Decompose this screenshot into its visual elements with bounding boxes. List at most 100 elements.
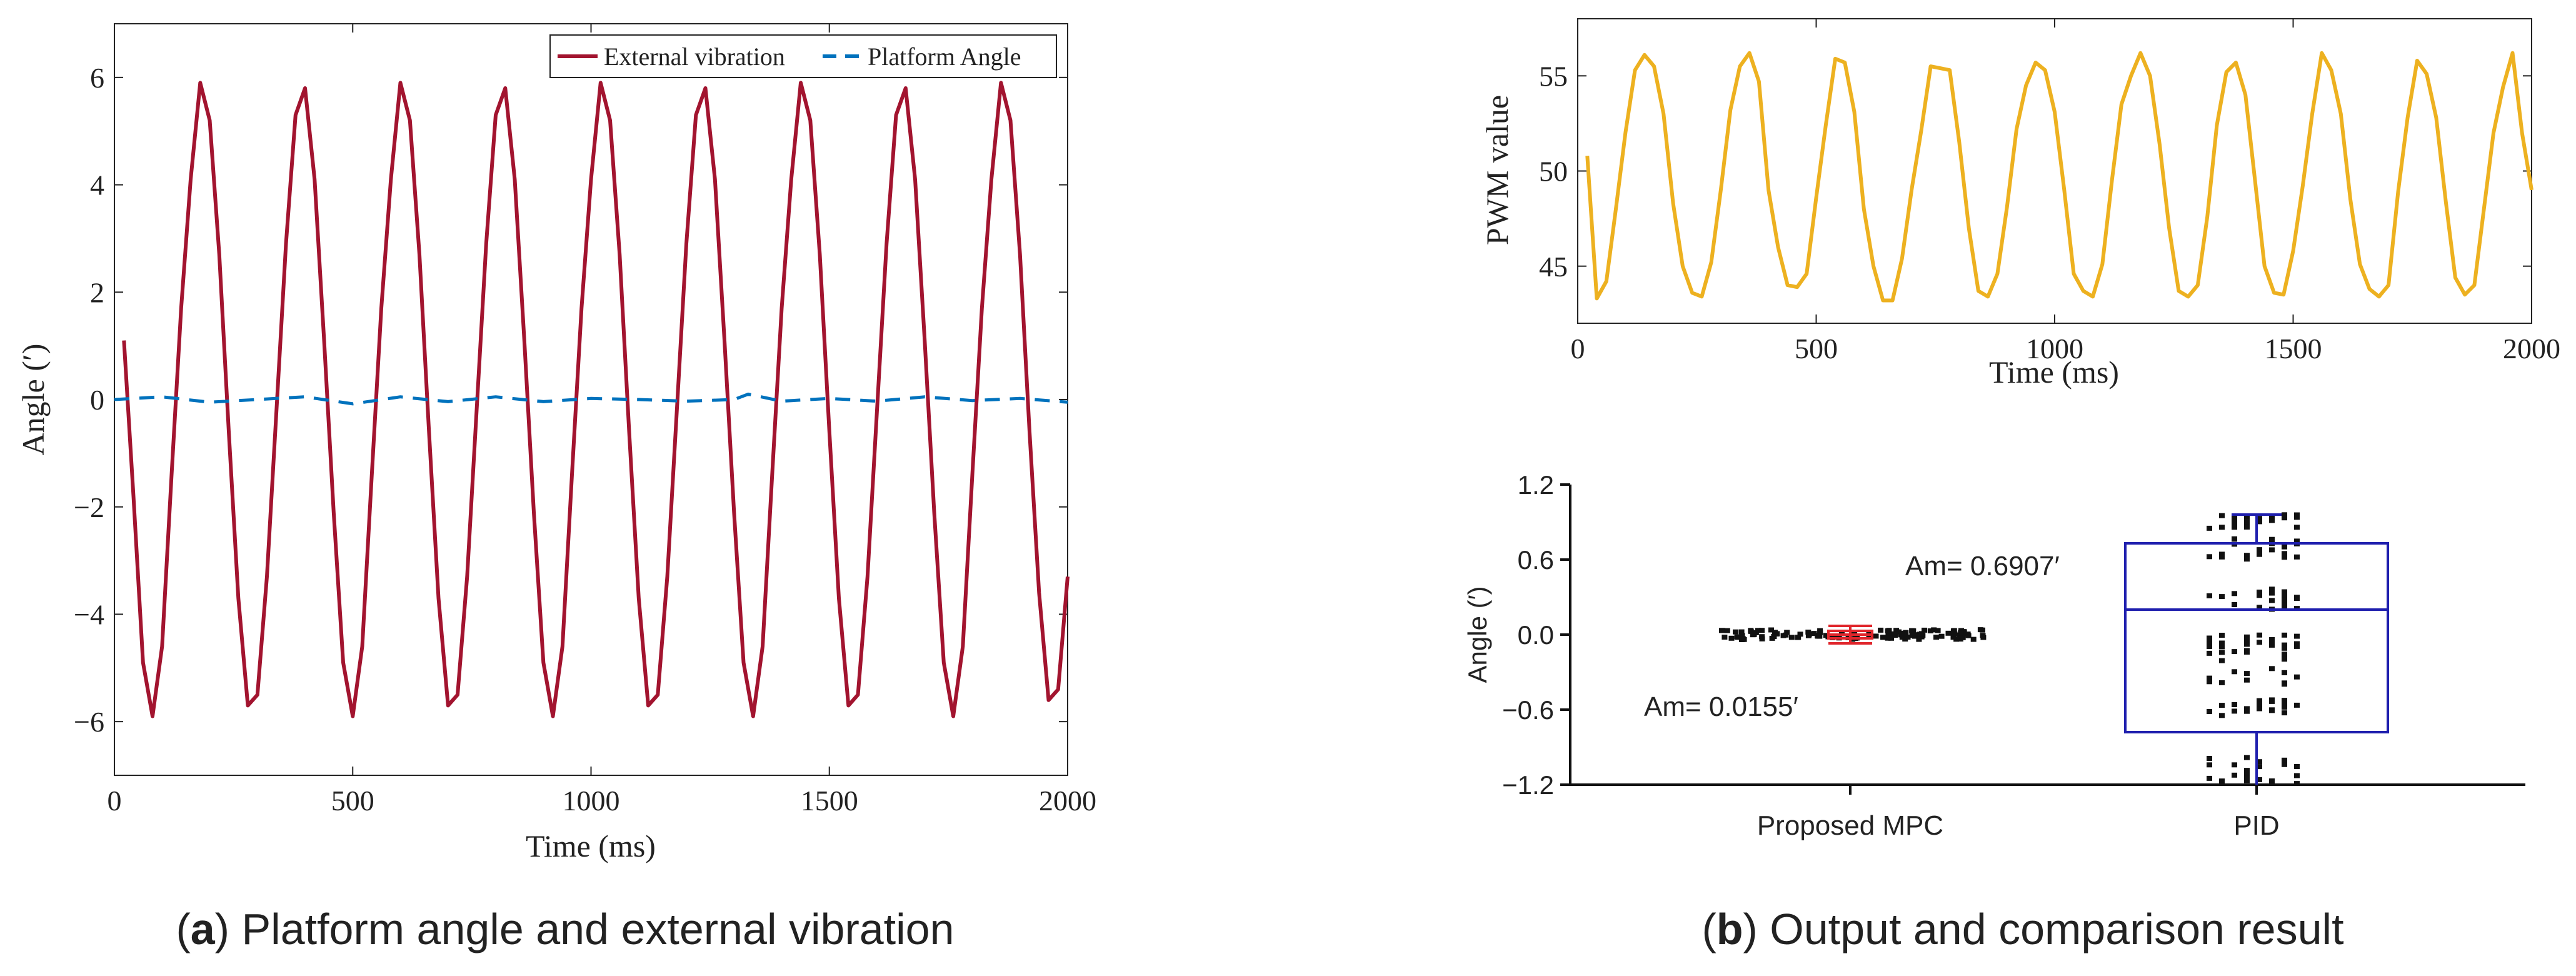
data-point-pid <box>2282 670 2287 675</box>
legend-label-external-vibration: External vibration <box>604 43 785 71</box>
data-point-mpc <box>1753 630 1759 635</box>
data-point-pid <box>2244 768 2250 773</box>
category-label: Proposed MPC <box>1757 810 1943 841</box>
data-point-mpc <box>1980 633 1986 638</box>
panel-a-ylabel: Angle (′) <box>16 344 51 456</box>
data-point-mpc <box>1927 628 1933 633</box>
data-point-pid <box>2244 650 2250 655</box>
ytick-label: 4 <box>90 169 104 201</box>
data-point-mpc <box>1783 632 1789 638</box>
data-point-mpc <box>1922 627 1927 633</box>
data-point-pid <box>2244 556 2250 562</box>
data-point-pid <box>2282 701 2287 707</box>
data-point-pid <box>2294 525 2300 530</box>
ytick-label: −2 <box>74 491 104 523</box>
data-point-pid <box>2282 710 2287 716</box>
ytick-label: −0.6 <box>1502 695 1554 725</box>
data-point-mpc <box>1741 636 1747 642</box>
category-label: PID <box>2233 810 2279 841</box>
data-point-pid <box>2294 643 2300 649</box>
data-point-pid <box>2257 701 2262 707</box>
data-point-pid <box>2244 519 2250 525</box>
caption-a-letter: a <box>191 905 216 953</box>
data-point-pid <box>2232 762 2237 768</box>
caption-b-text: ) Output and comparison result <box>1743 905 2344 953</box>
data-point-pid <box>2207 679 2212 685</box>
data-point-pid <box>2294 702 2300 708</box>
ytick-label: −4 <box>74 599 104 631</box>
data-point-pid <box>2282 512 2287 518</box>
data-point-mpc <box>1795 635 1802 640</box>
data-point-mpc <box>1823 633 1829 638</box>
data-point-pid <box>2269 778 2275 783</box>
ytick-label: 6 <box>90 62 104 94</box>
panel-a-chart: 0 500 1000 1500 2000 −6 −4 −2 0 2 4 6 External vibr… <box>16 23 1096 863</box>
data-point-pid <box>2232 708 2237 714</box>
data-point-pid <box>2269 547 2275 553</box>
data-point-pid <box>2257 590 2262 595</box>
data-point-pid <box>2282 555 2287 560</box>
data-point-pid <box>2244 677 2250 683</box>
data-point-pid <box>2282 515 2287 521</box>
data-point-pid <box>2244 553 2250 558</box>
data-point-pid <box>2269 642 2275 648</box>
caption-a-text: ) Platform angle and external vibration <box>215 905 955 953</box>
data-point-mpc <box>1873 633 1879 639</box>
panel-a-grid-ticks: 0 500 1000 1500 2000 −6 −4 −2 0 2 4 6 <box>74 24 1096 817</box>
data-point-mpc <box>1768 627 1774 633</box>
data-point-mpc <box>1909 633 1915 638</box>
data-point-mpc <box>1970 636 1977 642</box>
caption-b-letter: b <box>1716 905 1743 953</box>
data-point-pid <box>2282 551 2287 556</box>
data-point-mpc <box>1916 636 1922 642</box>
data-point-pid <box>2244 514 2250 520</box>
data-point-mpc <box>1788 635 1795 640</box>
data-point-mpc <box>1722 635 1728 640</box>
xtick-label: 500 <box>331 785 374 817</box>
data-point-pid <box>2244 708 2250 714</box>
data-point-mpc <box>1805 633 1812 638</box>
data-point-pid <box>2269 639 2275 645</box>
data-point-mpc <box>1733 629 1738 635</box>
data-point-pid <box>2219 680 2225 685</box>
xtick-label: 1000 <box>2026 333 2083 365</box>
data-point-pid <box>2207 709 2212 714</box>
data-point-pid <box>2294 764 2300 769</box>
panel-a-legend: External vibration Platform Angle <box>549 34 1057 78</box>
data-point-pid <box>2207 756 2212 761</box>
caption-b-open: ( <box>1701 905 1716 953</box>
data-point-pid <box>2269 590 2275 596</box>
data-point-pid <box>2257 706 2262 712</box>
data-point-pid <box>2207 593 2212 598</box>
data-point-pid <box>2244 755 2250 760</box>
data-point-pid <box>2219 658 2225 663</box>
caption-b: (b) Output and comparison result <box>1701 905 2343 953</box>
data-point-pid <box>2257 516 2262 521</box>
data-point-pid <box>2232 520 2237 525</box>
legend-label-platform-angle: Platform Angle <box>868 43 1021 71</box>
annotation-mpc: Am= 0.0155′ <box>1644 692 1798 722</box>
data-point-pid <box>2257 640 2262 645</box>
data-point-pid <box>2282 642 2287 648</box>
data-point-pid <box>2244 776 2250 781</box>
data-point-mpc <box>1958 630 1964 636</box>
data-point-pid <box>2207 554 2212 560</box>
caption-a: (a) Platform angle and external vibratio… <box>176 905 954 953</box>
data-point-pid <box>2219 644 2225 650</box>
data-point-pid <box>2269 707 2275 713</box>
data-point-mpc <box>1739 633 1745 638</box>
data-point-mpc <box>1933 635 1939 640</box>
data-point-pid <box>2219 633 2225 638</box>
data-point-mpc <box>1811 631 1817 636</box>
data-point-pid <box>2294 554 2300 560</box>
data-point-pid <box>2282 682 2287 687</box>
data-point-pid <box>2282 652 2287 657</box>
data-point-mpc <box>1881 635 1887 640</box>
data-point-pid <box>2207 641 2212 646</box>
ytick-label: 55 <box>1539 60 1568 92</box>
data-point-pid <box>2219 650 2225 655</box>
data-point-pid <box>2219 513 2225 518</box>
data-point-pid <box>2257 632 2262 638</box>
data-point-pid <box>2219 780 2225 786</box>
panel-b-top-series <box>1585 51 2533 303</box>
